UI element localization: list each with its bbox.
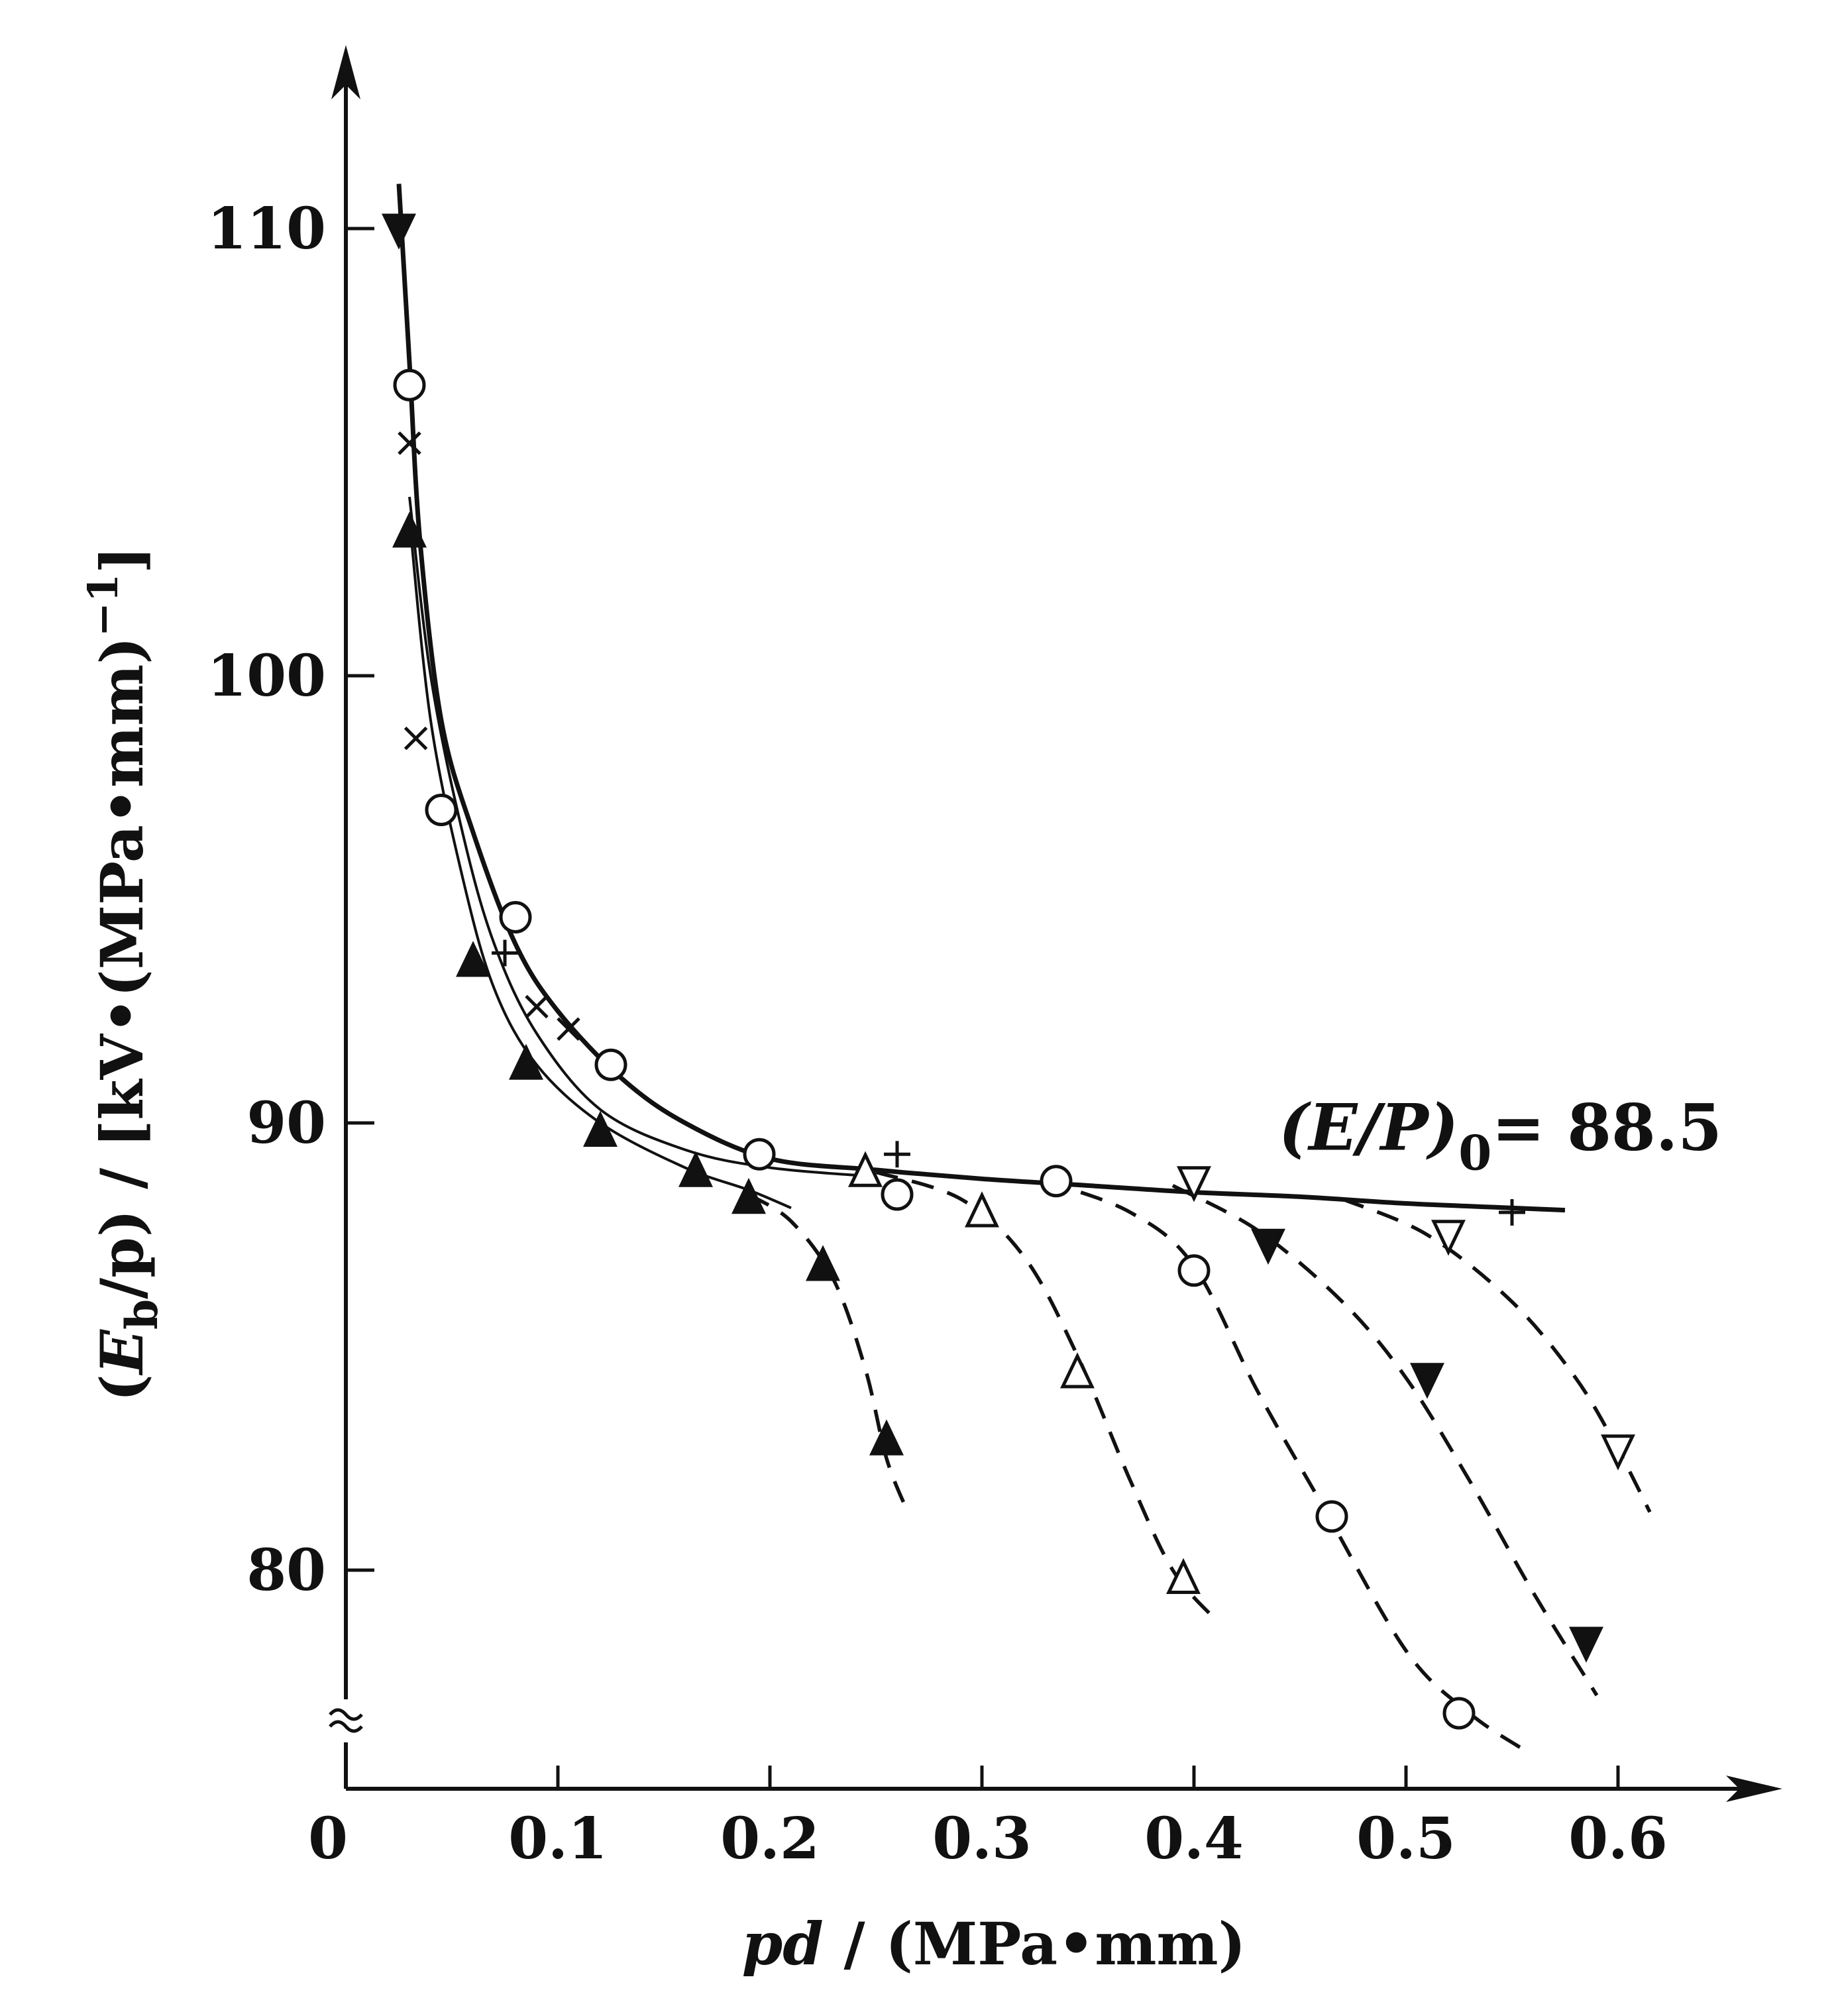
marker-circle-open: [881, 1178, 914, 1211]
marker-triangle-down-open: [1177, 1166, 1211, 1202]
marker-circle-open: [594, 1048, 627, 1081]
marker-triangle-filled: [869, 1419, 904, 1456]
annotation-subscript: 0: [1458, 1125, 1491, 1181]
inner-curve: [408, 519, 792, 1210]
x-tick-label: 0.5: [1356, 1805, 1456, 1872]
marker-triangle-filled: [509, 1043, 543, 1080]
marker-plus: [884, 1141, 910, 1168]
marker-triangle-filled: [731, 1177, 766, 1214]
marker-triangle-down-open: [1601, 1434, 1635, 1471]
x-axis-arrow: [1726, 1776, 1782, 1802]
annotation-value: = 88.5: [1491, 1090, 1722, 1165]
dashed-curve: [1045, 1179, 1524, 1751]
marker-circle-open: [393, 368, 426, 401]
axes: 0: [308, 45, 1782, 1872]
marker-triangle-down-filled: [1410, 1363, 1444, 1399]
marker-triangle-filled: [678, 1151, 713, 1187]
marker-triangle-down-filled: [1251, 1228, 1285, 1265]
x-tick-label: 0.2: [720, 1805, 820, 1872]
y-axis-title-sup: −1: [79, 574, 127, 637]
x-ticks: 0.1 0.2 0.3 0.4 0.5 0.6: [508, 1766, 1668, 1872]
marker-circle-open: [1177, 1254, 1211, 1287]
marker-cross-x: [404, 726, 428, 751]
marker-triangle-down-open: [1431, 1220, 1466, 1256]
annotation-e-over-p: (E/P)0= 88.5: [1279, 1090, 1722, 1181]
y-ticks: 80 90 100 110: [207, 195, 374, 1604]
marker-triangle-filled: [806, 1245, 840, 1281]
y-tick-label: 80: [246, 1537, 326, 1604]
y-axis-title: (Eb/p) / [kV•(MPa•mm)−1]: [79, 546, 168, 1401]
y-axis-title-close: ]: [87, 546, 156, 574]
x-tick-label: 0.4: [1144, 1805, 1244, 1872]
marker-cross-x: [525, 994, 549, 1019]
marker-cross-x: [557, 1017, 580, 1041]
marker-triangle-filled: [583, 1110, 618, 1147]
x-tick-label: 0.3: [932, 1805, 1032, 1872]
marker-triangle-open: [965, 1191, 999, 1228]
y-tick-label: 100: [207, 643, 326, 710]
envelope-curve: [396, 184, 1566, 1213]
marker-circle-open: [499, 901, 532, 933]
marker-triangle-down-filled: [382, 213, 416, 250]
marker-triangle-filled: [456, 941, 490, 977]
y-axis-title-sub: b: [116, 1299, 168, 1330]
curves: [396, 184, 1652, 1751]
marker-triangle-filled: [392, 511, 427, 548]
x-tick-label: 0.6: [1568, 1805, 1668, 1872]
annotation-prefix: (E/P): [1279, 1090, 1458, 1165]
y-tick-label: 90: [246, 1090, 326, 1157]
marker-circle-open: [1315, 1500, 1348, 1533]
marker-circle-open: [743, 1138, 776, 1171]
marker-plus: [492, 939, 518, 967]
marker-circle-open: [1040, 1165, 1073, 1198]
axis-break-icon: [329, 1708, 363, 1733]
dashed-curve: [747, 1193, 910, 1513]
x-axis-title: pd / (MPa•mm): [742, 1909, 1246, 1978]
y-axis-arrow: [331, 45, 360, 99]
x-axis-title-symbol: pd: [742, 1909, 824, 1978]
dashed-curve: [875, 1170, 1217, 1621]
x-origin-label: 0: [308, 1805, 348, 1872]
inner-curve: [408, 496, 877, 1178]
x-axis-title-unit: / (MPa•mm): [824, 1909, 1246, 1978]
y-axis-title-open: (: [87, 1374, 156, 1402]
marker-plus: [1499, 1199, 1525, 1226]
y-tick-label: 110: [207, 195, 326, 262]
marker-triangle-open: [1060, 1352, 1095, 1389]
marker-triangle-open: [848, 1151, 883, 1187]
marker-triangle-down-filled: [1569, 1626, 1603, 1663]
y-axis-title-mid: /p) / [kV•(MPa•mm): [87, 637, 156, 1299]
marker-cross-x: [398, 431, 421, 455]
markers: [382, 213, 1635, 1730]
x-tick-label: 0.1: [508, 1805, 608, 1872]
y-axis-title-e: E: [87, 1328, 156, 1376]
marker-circle-open: [1442, 1697, 1476, 1730]
marker-circle-open: [425, 794, 458, 826]
marker-triangle-open: [1166, 1558, 1201, 1594]
